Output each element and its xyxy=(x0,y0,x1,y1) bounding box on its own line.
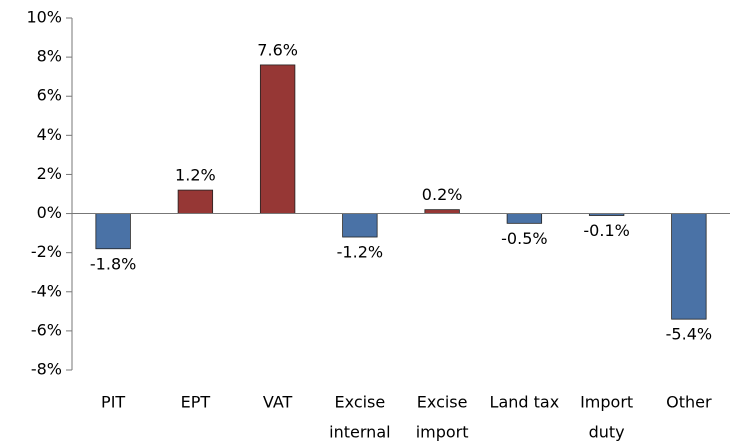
y-tick-label: -4% xyxy=(31,281,62,300)
value-label: -0.1% xyxy=(583,221,629,240)
y-tick-label: -8% xyxy=(31,360,62,379)
x-tick-label: PIT xyxy=(101,393,125,412)
bar xyxy=(506,213,543,224)
bar xyxy=(259,64,296,214)
bar xyxy=(177,189,214,214)
y-tick-label: 0% xyxy=(37,203,62,222)
bar xyxy=(342,213,378,238)
x-tick-label: internal xyxy=(329,423,390,442)
y-tick-label: 10% xyxy=(26,8,62,27)
value-label: -5.4% xyxy=(666,325,712,344)
x-tick-label: EPT xyxy=(181,393,211,412)
x-tick-label: VAT xyxy=(263,393,293,412)
x-tick-label: Import xyxy=(580,393,633,412)
x-tick-label: Excise xyxy=(417,393,468,412)
x-tick-label: Other xyxy=(666,393,712,412)
bar xyxy=(671,213,707,320)
x-tick-label: duty xyxy=(589,423,625,442)
y-tick-label: 2% xyxy=(37,164,62,183)
value-label: -1.8% xyxy=(90,254,136,273)
x-tick-label: Excise xyxy=(335,393,386,412)
value-label: -0.5% xyxy=(501,229,547,248)
value-label: 0.2% xyxy=(422,185,463,204)
x-tick-label: import xyxy=(416,423,469,442)
value-label: 1.2% xyxy=(175,166,216,185)
y-tick-label: 4% xyxy=(37,125,62,144)
x-tick-label: Land tax xyxy=(490,393,560,412)
value-label: -1.2% xyxy=(337,243,383,262)
y-tick-label: 8% xyxy=(37,47,62,66)
value-label: 7.6% xyxy=(257,40,298,59)
y-tick-label: -2% xyxy=(31,242,62,261)
y-tick-label: -6% xyxy=(31,320,62,339)
bar xyxy=(424,209,460,214)
bar xyxy=(95,213,131,250)
y-tick-label: 6% xyxy=(37,86,62,105)
